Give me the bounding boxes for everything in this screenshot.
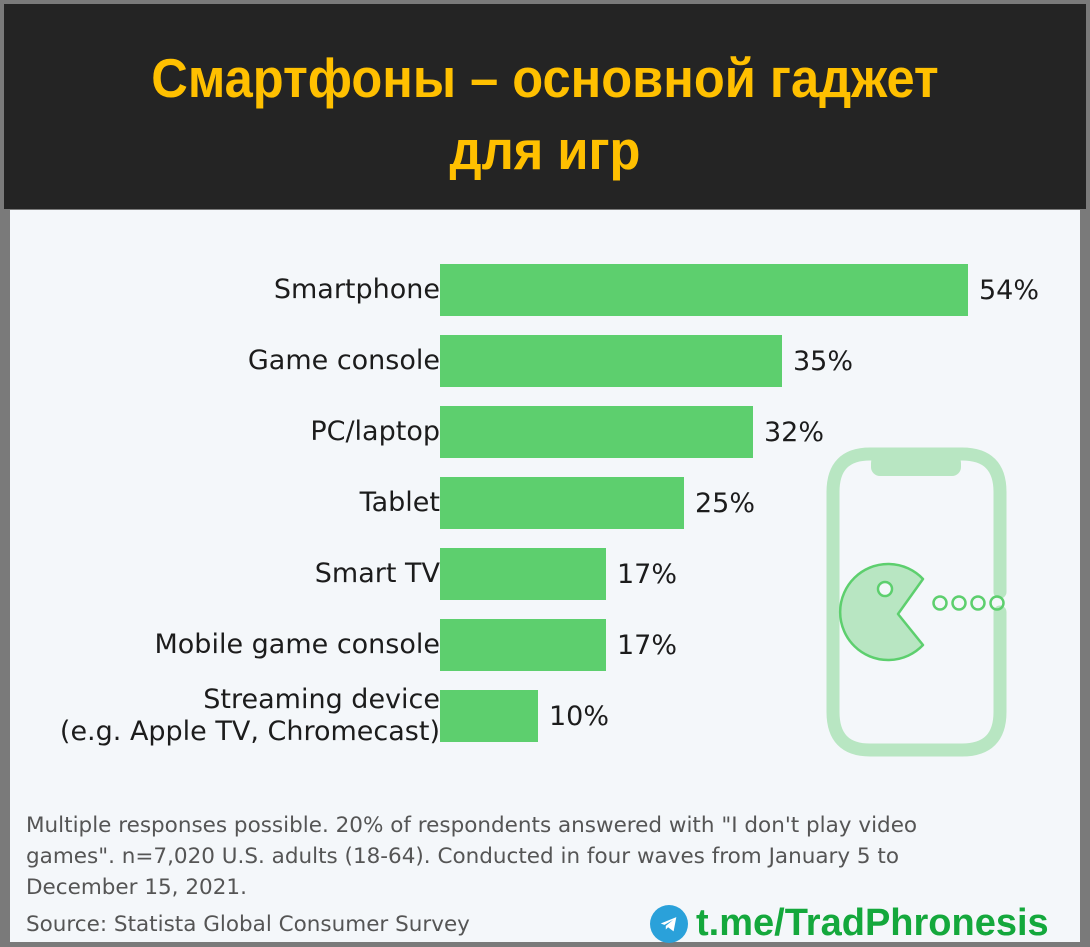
category-label: Game console (247, 345, 440, 376)
telegram-icon (650, 904, 688, 943)
footnote: Multiple responses possible. 20% of resp… (26, 813, 918, 900)
bar (440, 548, 606, 600)
bar-row: Streaming device (e.g. Apple TV, Chromec… (10, 684, 1080, 747)
telegram-link[interactable]: t.me/TradPhronesis (650, 902, 1049, 945)
category-label: PC/laptop (310, 416, 440, 447)
value-label: 32% (764, 416, 825, 448)
value-label: 17% (617, 629, 678, 661)
bar-row: Smartphone 54% (10, 264, 1080, 316)
bar (440, 690, 538, 742)
category-label: Smartphone (273, 274, 440, 305)
value-label: 35% (793, 345, 854, 377)
bar-row: Mobile game console 17% (10, 619, 1080, 671)
title-line-2: для игр (449, 119, 641, 181)
bar (440, 264, 968, 316)
bar (440, 477, 684, 529)
chart-title: Смартфоны – основной гаджет для игр (47, 42, 1042, 186)
phone-pacman-icon (826, 447, 1007, 757)
bar-row: Smart TV 17% (10, 548, 1080, 600)
category-label: Smart TV (314, 558, 440, 589)
category-label: Streaming device (e.g. Apple TV, Chromec… (59, 684, 440, 747)
header-banner: Смартфоны – основной гаджет для игр (4, 4, 1086, 209)
bar-row: PC/laptop 32% (10, 406, 1080, 458)
category-label: Tablet (359, 487, 440, 518)
bar-row: Tablet 25% (10, 477, 1080, 529)
chart-panel: Smartphone 54% Game console 35% PC/laptop 32%… (10, 210, 1080, 945)
title-line-1: Смартфоны – основной гаджет (151, 47, 939, 109)
bar (440, 335, 782, 387)
value-label: 25% (695, 487, 756, 519)
bar (440, 406, 753, 458)
brand-text: t.me/TradPhronesis (696, 902, 1049, 944)
bar (440, 619, 606, 671)
source-text: Source: Statista Global Consumer Survey (26, 912, 470, 937)
value-label: 17% (617, 558, 678, 590)
value-label: 54% (979, 274, 1040, 306)
category-label: Mobile game console (154, 629, 440, 660)
bar-row: Game console 35% (10, 335, 1080, 387)
value-label: 10% (549, 700, 610, 732)
